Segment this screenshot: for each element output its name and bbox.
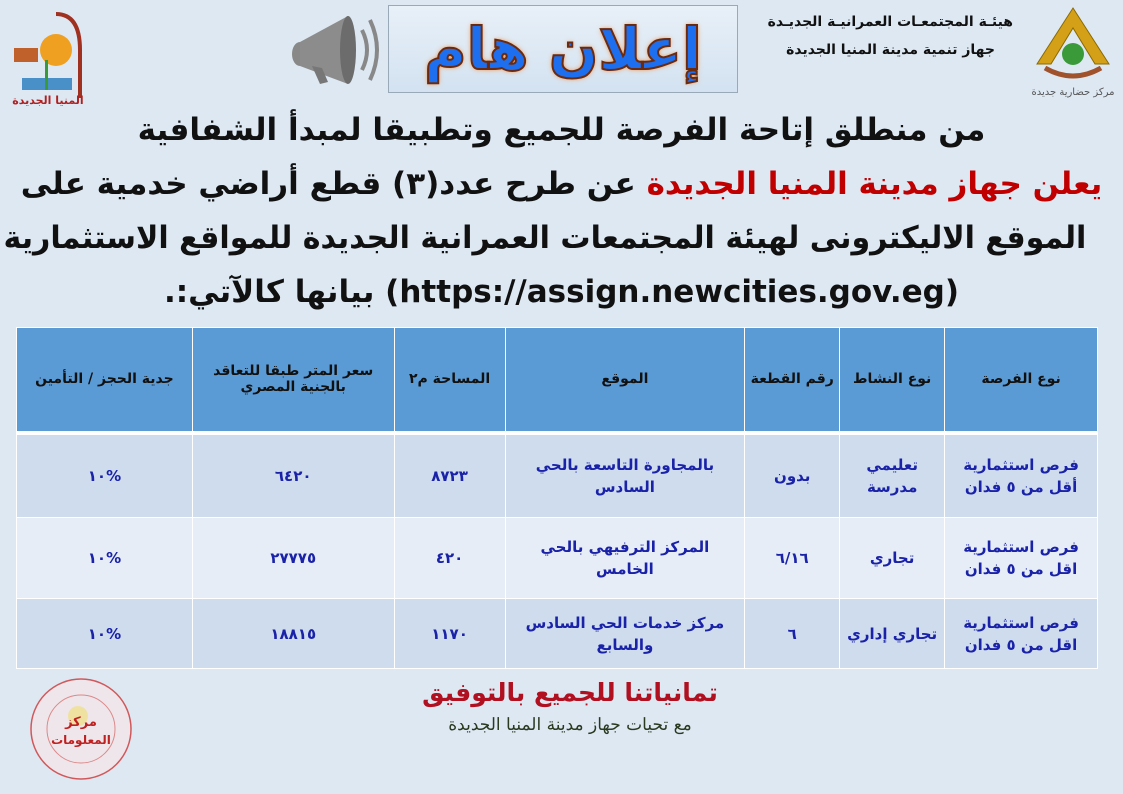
svg-text:المعلومات: المعلومات	[51, 733, 111, 748]
cell-deposit: %١٠	[16, 517, 193, 599]
cell-location: مركز خدمات الحي السادس والسابع	[504, 598, 746, 669]
cell-area: ١١٧٠	[393, 598, 506, 669]
authority-logo: مركز حضارية جديدة	[1031, 7, 1115, 98]
announcement-line-2: يعلن جهاز مدينة المنيا الجديدة عن طرح عد…	[20, 157, 1103, 211]
cell-opportunity-type: فرص استثمارية أقل من ٥ فدان	[944, 432, 1098, 518]
cell-plot-number: ٦	[744, 598, 841, 669]
closing-greeting: مع تحيات جهاز مدينة المنيا الجديدة	[448, 715, 692, 735]
land-plots-table: نوع الفرصة نوع النشاط رقم القطعة الموقع …	[16, 327, 1098, 669]
cell-deposit: %١٠	[16, 598, 193, 669]
cell-opportunity-type: فرص استثمارية اقل من ٥ فدان	[944, 598, 1098, 669]
cell-plot-number: بدون	[744, 432, 841, 518]
announcement-line-4: (https://assign.newcities.gov.eg) بيانها…	[20, 265, 1103, 319]
megaphone-icon	[292, 16, 379, 84]
announcement-line-3-text: الموقع الاليكترونى لهيئة المجتمعات العمر…	[3, 220, 1087, 256]
announcement-line-2-text: يعلن جهاز مدينة المنيا الجديدة عن طرح عد…	[21, 157, 1103, 211]
cell-location: بالمجاورة التاسعة بالحي السادس	[504, 432, 746, 518]
table-row: فرص استثمارية أقل من ٥ فدان تعليمي مدرسة…	[16, 432, 1098, 518]
header-opportunity-type: نوع الفرصة	[944, 327, 1098, 435]
cell-area: ٨٧٢٣	[393, 432, 506, 518]
announcement-line-4-text: (https://assign.newcities.gov.eg) بيانها…	[163, 274, 959, 310]
cell-price: ٢٧٧٧٥	[191, 517, 395, 599]
cell-plot-number: ٦/١٦	[744, 517, 841, 599]
important-announcement-banner: إعلان هام	[388, 5, 738, 93]
banner-title: إعلان هام	[423, 14, 703, 84]
closing-wish: تمانياتنا للجميع بالتوفيق	[422, 678, 718, 707]
announcement-line-2-rest: عن طرح عدد(٣) قطع أراضي خدمية على	[20, 166, 647, 202]
svg-text:مركز: مركز	[64, 715, 97, 730]
header-plot-number: رقم القطعة	[744, 327, 841, 435]
cell-activity-type: تجاري	[839, 517, 946, 599]
announcement-line-1: من منطلق إتاحة الفرصة للجميع وتطبيقا لمب…	[20, 103, 1103, 157]
header-area: المساحة م٢	[393, 327, 506, 435]
cell-price: ٦٤٢٠	[191, 432, 395, 518]
header-deposit: جدية الحجز / التأمين	[16, 327, 193, 435]
authority-logo-text: مركز حضارية جديدة	[1031, 87, 1114, 98]
information-center-stamp: مركز المعلومات	[30, 678, 132, 780]
header-location: الموقع	[504, 327, 746, 435]
header-activity-type: نوع النشاط	[839, 327, 946, 435]
org-line-1: هيئـة المجتمعـات العمرانيـة الجديـدة	[767, 14, 1013, 30]
table-header-row: نوع الفرصة نوع النشاط رقم القطعة الموقع …	[16, 327, 1098, 435]
announcement-line-3: الموقع الاليكترونى لهيئة المجتمعات العمر…	[4, 211, 1103, 265]
announcer-name: يعلن جهاز مدينة المنيا الجديدة	[646, 166, 1103, 202]
cell-activity-type: تعليمي مدرسة	[839, 432, 946, 518]
cell-area: ٤٢٠	[393, 517, 506, 599]
table-row: فرص استثمارية اقل من ٥ فدان تجاري إداري …	[16, 598, 1098, 669]
cell-activity-type: تجاري إداري	[839, 598, 946, 669]
organization-name: هيئـة المجتمعـات العمرانيـة الجديـدة جها…	[768, 8, 1013, 64]
new-minya-logo-text: المنيا الجديدة	[12, 94, 83, 107]
cell-opportunity-type: فرص استثمارية اقل من ٥ فدان	[944, 517, 1098, 599]
header-price-per-meter: سعر المتر طبقا للتعاقد بالجنية المصري	[191, 327, 395, 435]
new-minya-logo: المنيا الجديدة	[12, 12, 84, 107]
org-line-2: جهاز تنمية مدينة المنيا الجديدة	[786, 42, 995, 58]
announcement-line-1-text: من منطلق إتاحة الفرصة للجميع وتطبيقا لمب…	[137, 112, 986, 148]
cell-location: المركز الترفيهي بالحي الخامس	[504, 517, 746, 599]
table-row: فرص استثمارية اقل من ٥ فدان تجاري ٦/١٦ ا…	[16, 517, 1098, 599]
cell-price: ١٨٨١٥	[191, 598, 395, 669]
cell-deposit: %١٠	[16, 432, 193, 518]
